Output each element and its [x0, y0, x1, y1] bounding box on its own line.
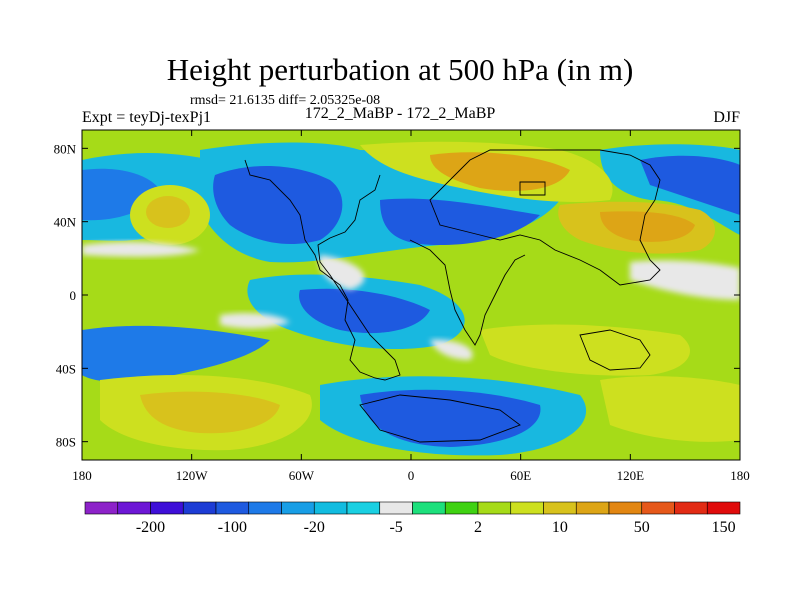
colorbar-label: -100	[218, 519, 247, 536]
colorbar-swatch	[674, 501, 708, 515]
colorbar-label: 10	[552, 519, 568, 536]
colorbar-swatch	[182, 501, 217, 515]
y-tick-label: 80S	[56, 435, 76, 450]
colorbar-swatch	[412, 501, 446, 515]
field-zero-band-5	[430, 339, 473, 360]
x-tick-label: 120W	[176, 468, 209, 483]
field-zero-band-4	[220, 312, 290, 329]
colorbar-swatch	[379, 501, 413, 515]
season-label: DJF	[713, 109, 740, 126]
contour-field	[82, 130, 740, 460]
colorbar-swatch	[313, 501, 348, 515]
field-spac-high-inner	[140, 391, 280, 434]
experiment-label: Expt = teyDj-texPj1	[82, 109, 212, 126]
x-tick-label: 60E	[510, 468, 531, 483]
field-zero-band-2	[319, 255, 365, 290]
x-tick-label: 180	[72, 468, 92, 483]
field-eastasia-high-inner	[600, 211, 695, 242]
colorbar-swatch	[346, 501, 381, 515]
x-tick-label: 120E	[617, 468, 645, 483]
band-tropical-west	[82, 244, 342, 350]
field-npac-west-low-inner	[640, 155, 740, 215]
y-tick-label: 40N	[54, 215, 77, 230]
run-label: 172_2_MaBP - 172_2_MaBP	[304, 105, 496, 122]
x-axis: 180 120W 60W 0 60E 120E 180	[72, 130, 750, 483]
colorbar-swatch	[444, 501, 479, 515]
coastline-eurasia	[429, 149, 661, 286]
colorbar-swatch	[575, 501, 610, 515]
field-eurasia-high-inner	[430, 152, 570, 191]
colorbar-swatch	[150, 501, 184, 515]
coastlines	[244, 149, 661, 443]
colorbar-label: -5	[389, 519, 402, 536]
colorbar-label: 50	[634, 519, 650, 536]
coastline-caspian	[519, 181, 546, 196]
y-tick-label: 0	[70, 288, 77, 303]
field-zero-band-1	[82, 241, 200, 257]
colorbar-swatch	[117, 501, 151, 515]
coastline-australia	[579, 329, 651, 371]
colorbar-swatch	[543, 501, 577, 515]
y-tick-label: 40S	[56, 361, 76, 376]
colorbar-label: 150	[712, 519, 736, 536]
field-namerica-low-inner	[213, 165, 343, 245]
coastline-antarctic-fragment	[359, 394, 521, 443]
field-swest-pac-high	[600, 376, 740, 442]
y-axis: 80N 40N 0 40S 80S	[54, 141, 740, 450]
coastline-americas	[244, 159, 401, 381]
colorbar-swatch	[608, 501, 643, 515]
colorbar-swatch	[248, 501, 282, 515]
colorbar: -200 -100 -20 -5 2 10 50 150	[84, 501, 741, 536]
colorbar-swatch	[706, 501, 741, 515]
x-tick-label: 180	[730, 468, 750, 483]
coastline-africa	[409, 239, 526, 346]
y-tick-label: 80N	[54, 141, 77, 156]
field-cpac-high-inner	[146, 196, 190, 228]
colorbar-swatch	[215, 501, 250, 515]
field-southern-low-inner	[360, 389, 541, 447]
colorbar-label: -20	[304, 519, 325, 536]
x-tick-label: 0	[408, 468, 415, 483]
field-tropical-low-inner	[299, 288, 430, 334]
colorbar-swatch	[477, 501, 512, 515]
colorbar-swatch	[510, 501, 544, 515]
field-spacific-low-band	[82, 325, 270, 383]
colorbar-label: 2	[474, 519, 482, 536]
field-sindian-high	[480, 324, 690, 376]
field-atlantic-low-inner	[380, 198, 540, 245]
colorbar-swatch	[281, 501, 315, 515]
x-tick-label: 60W	[289, 468, 315, 483]
colorbar-swatch	[641, 501, 675, 515]
field-zero-band-3	[630, 260, 740, 300]
colorbar-label: -200	[136, 519, 165, 536]
colorbar-swatch	[84, 501, 119, 515]
chart-title: Height perturbation at 500 hPa (in m)	[166, 52, 634, 87]
stats-text: rmsd= 21.6135 diff= 2.05325e-08	[190, 93, 381, 108]
